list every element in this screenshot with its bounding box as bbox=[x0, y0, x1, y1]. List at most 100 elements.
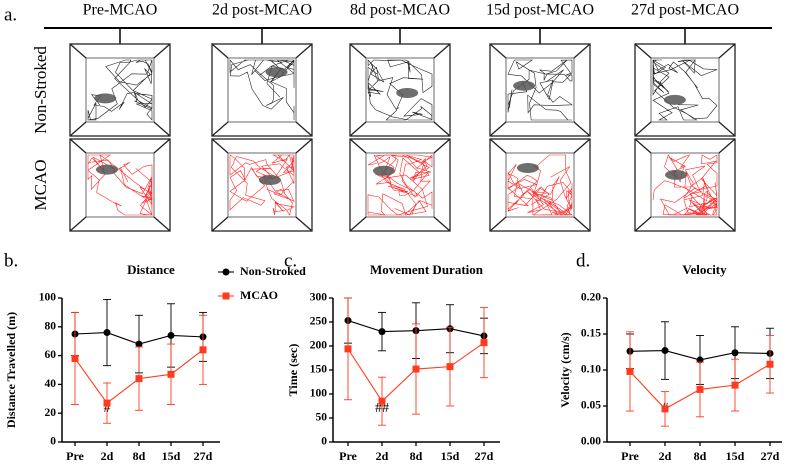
cage-outer bbox=[69, 43, 171, 137]
cage-edge bbox=[718, 121, 736, 137]
x-tick-label: 2d bbox=[101, 449, 114, 463]
track bbox=[507, 154, 573, 216]
cage-outer bbox=[489, 43, 591, 137]
column-label: 2d post-MCAO bbox=[212, 2, 312, 19]
x-tick-label: 15d bbox=[441, 449, 460, 463]
panel-letter: a. bbox=[4, 4, 17, 25]
legend-marker bbox=[222, 292, 230, 300]
cage-inner bbox=[650, 152, 720, 218]
track-image bbox=[349, 43, 451, 137]
marker bbox=[71, 354, 79, 362]
y-tick-label: 0.05 bbox=[581, 400, 601, 412]
y-tick-label: 0 bbox=[50, 436, 56, 448]
column-label: Pre-MCAO bbox=[83, 2, 158, 19]
track bbox=[229, 154, 295, 216]
cage-outer bbox=[349, 138, 451, 232]
cage-edge bbox=[211, 43, 229, 59]
cage-edge bbox=[489, 216, 507, 232]
cage-edge bbox=[153, 43, 171, 59]
cage-inner bbox=[650, 57, 720, 123]
cage-edge bbox=[153, 138, 171, 154]
row-label: Non-Stroked bbox=[31, 46, 50, 134]
marker bbox=[378, 328, 386, 336]
y-axis-label: Velocity (cm/s) bbox=[558, 332, 572, 407]
cage-edge bbox=[573, 121, 591, 137]
cage-edge bbox=[295, 121, 313, 137]
y-tick-label: 20 bbox=[45, 407, 57, 419]
track-image bbox=[489, 138, 591, 232]
track-image bbox=[349, 138, 451, 232]
y-tick-label: 40 bbox=[45, 378, 57, 390]
column-label: 27d post-MCAO bbox=[631, 2, 739, 19]
x-tick-label: 8d bbox=[133, 449, 146, 463]
y-tick-label: 150 bbox=[310, 364, 328, 376]
cage-edge bbox=[634, 138, 652, 154]
marker bbox=[661, 347, 669, 355]
track-image bbox=[211, 138, 313, 232]
mouse bbox=[265, 67, 288, 78]
track bbox=[652, 154, 719, 216]
x-tick-label: Pre bbox=[66, 449, 84, 463]
cage-edge bbox=[211, 121, 229, 137]
cage-edge bbox=[211, 216, 229, 232]
x-tick-label: 15d bbox=[162, 449, 181, 463]
marker bbox=[135, 375, 143, 383]
mouse bbox=[665, 169, 688, 180]
x-tick-label: 8d bbox=[694, 449, 707, 463]
cage-edge bbox=[489, 138, 507, 154]
cage-edge bbox=[295, 216, 313, 232]
y-tick-label: 80 bbox=[45, 320, 57, 332]
cage-inner bbox=[85, 152, 155, 218]
marker bbox=[480, 339, 488, 347]
chart-title: Velocity bbox=[682, 262, 727, 277]
marker bbox=[766, 360, 774, 368]
x-tick-label: 27d bbox=[194, 449, 213, 463]
mouse bbox=[516, 162, 539, 173]
y-axis-label: Time (sec) bbox=[286, 344, 300, 397]
cage-inner bbox=[365, 57, 435, 123]
x-tick-label: 27d bbox=[761, 449, 780, 463]
marker bbox=[135, 340, 143, 348]
cage-edge bbox=[153, 121, 171, 137]
y-tick-label: 50 bbox=[316, 412, 328, 424]
mouse bbox=[663, 94, 686, 105]
cage-edge bbox=[634, 121, 652, 137]
x-tick-label: 27d bbox=[475, 449, 494, 463]
marker bbox=[731, 381, 739, 389]
y-tick-label: 0 bbox=[321, 436, 327, 448]
track-image bbox=[69, 138, 171, 232]
track-image bbox=[489, 43, 591, 137]
y-tick-label: 0.20 bbox=[581, 292, 601, 304]
cage-inner bbox=[227, 57, 297, 123]
x-tick-label: 8d bbox=[410, 449, 423, 463]
chart-title: Movement Duration bbox=[370, 262, 484, 277]
cage-edge bbox=[211, 138, 229, 154]
y-tick-label: 300 bbox=[310, 292, 328, 304]
track bbox=[652, 59, 718, 121]
marker bbox=[412, 365, 420, 373]
marker bbox=[167, 331, 175, 339]
cage-edge bbox=[349, 216, 367, 232]
mouse bbox=[396, 87, 419, 98]
marker bbox=[731, 349, 739, 357]
marker bbox=[103, 399, 111, 407]
cage-outer bbox=[634, 43, 736, 137]
x-tick-label: 15d bbox=[726, 449, 745, 463]
cage-edge bbox=[69, 121, 87, 137]
marker bbox=[696, 385, 704, 393]
marker bbox=[626, 367, 634, 375]
mouse bbox=[94, 93, 117, 104]
cage-edge bbox=[634, 43, 652, 59]
y-tick-label: 0.10 bbox=[581, 364, 601, 376]
y-tick-label: 100 bbox=[310, 388, 328, 400]
legend-label: Non-Stroked bbox=[240, 264, 306, 278]
cage-outer bbox=[489, 138, 591, 232]
cage-edge bbox=[295, 138, 313, 154]
y-tick-label: 0.15 bbox=[581, 328, 601, 340]
cage-edge bbox=[634, 216, 652, 232]
y-axis-label: Distance Travelled (m) bbox=[4, 312, 18, 428]
cage-edge bbox=[718, 216, 736, 232]
legend-marker bbox=[222, 268, 230, 276]
cage-edge bbox=[573, 138, 591, 154]
